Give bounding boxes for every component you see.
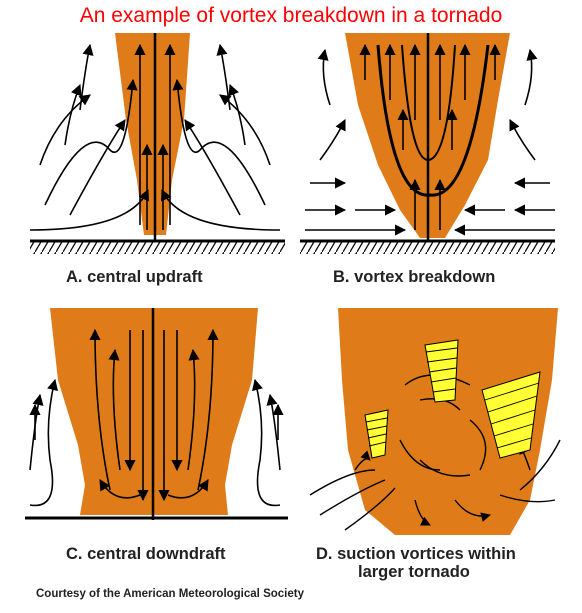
panel-d-caption-line2: larger tornado	[358, 563, 470, 581]
panel-d-flow-lines	[309, 374, 561, 531]
diagram-title: An example of vortex breakdown in a torn…	[79, 4, 503, 27]
panel-d-suction-vortex-top	[424, 339, 459, 403]
panel-d-suction-vortex-large	[481, 371, 541, 459]
panel-a-flow-arrows	[29, 43, 281, 231]
panel-b-flow-arrows	[305, 43, 555, 236]
panel-a-funnel	[115, 33, 190, 235]
panel-a-ground-hatch	[30, 241, 285, 254]
panel-a-diagram	[29, 33, 285, 254]
panel-b-ground-hatch	[300, 241, 555, 254]
panel-c-flow-arrows	[29, 328, 284, 507]
panel-c-caption: C. central downdraft	[66, 545, 226, 563]
panel-c-diagram	[25, 308, 288, 520]
panel-b-diagram	[300, 33, 555, 254]
panel-a-caption: A. central updraft	[66, 268, 203, 286]
panel-d-funnel	[338, 308, 558, 535]
panel-d-diagram	[309, 308, 561, 535]
panel-d-suction-vortex-small	[364, 409, 389, 459]
image-credit: Courtesy of the American Meteorological …	[36, 588, 304, 600]
panel-d-caption-line1: D. suction vortices within	[316, 545, 516, 563]
panel-b-caption: B. vortex breakdown	[333, 268, 496, 286]
